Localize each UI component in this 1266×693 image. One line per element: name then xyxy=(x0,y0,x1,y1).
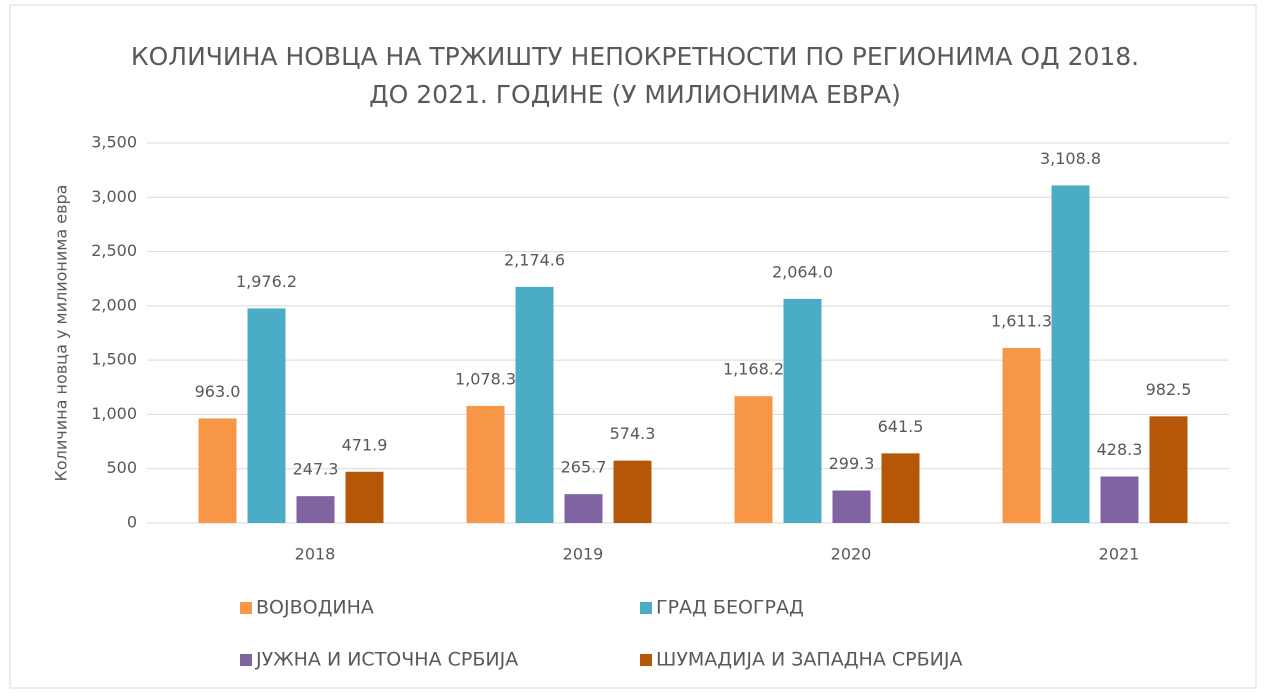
value-label: 641.5 xyxy=(878,417,924,436)
legend-label: ВОЈВОДИНА xyxy=(256,597,374,619)
value-label: 428.3 xyxy=(1097,440,1143,459)
y-tick-label: 1,000 xyxy=(91,404,137,423)
bar xyxy=(1149,416,1188,523)
bar xyxy=(734,396,773,523)
y-tick-label: 3,500 xyxy=(91,133,137,152)
value-label: 574.3 xyxy=(610,424,656,443)
x-tick-label: 2019 xyxy=(563,545,604,564)
legend-label: ШУМАДИЈА И ЗАПАДНА СРБИЈА xyxy=(656,649,962,671)
value-label: 265.7 xyxy=(561,458,607,477)
bar xyxy=(198,418,237,523)
y-tick-label: 2,500 xyxy=(91,241,137,260)
legend-swatch xyxy=(240,654,252,666)
bar xyxy=(247,308,286,523)
x-tick-label: 2018 xyxy=(295,545,336,564)
chart-frame xyxy=(9,4,1257,689)
y-tick-label: 0 xyxy=(127,513,137,532)
y-axis-label: Количина новца у милионима евра xyxy=(52,185,71,482)
value-label: 2,064.0 xyxy=(772,262,833,281)
x-tick-label: 2020 xyxy=(831,545,872,564)
value-label: 471.9 xyxy=(342,435,388,454)
value-label: 982.5 xyxy=(1146,380,1192,399)
bar xyxy=(1100,476,1139,523)
bar xyxy=(881,453,920,523)
y-tick-label: 1,500 xyxy=(91,350,137,369)
value-label: 2,174.6 xyxy=(504,250,565,269)
bar xyxy=(1051,185,1090,523)
value-label: 299.3 xyxy=(829,454,875,473)
bar xyxy=(345,471,384,523)
bar xyxy=(515,286,554,523)
bar xyxy=(466,405,505,523)
value-label: 963.0 xyxy=(195,382,241,401)
value-label: 1,168.2 xyxy=(723,360,784,379)
bar xyxy=(783,298,822,523)
y-tick-label: 3,000 xyxy=(91,187,137,206)
value-label: 1,078.3 xyxy=(455,369,516,388)
y-tick-label: 500 xyxy=(106,458,137,477)
bar xyxy=(613,460,652,523)
legend-label: ГРАД БЕОГРАД xyxy=(656,597,804,619)
bar xyxy=(296,496,335,523)
value-label: 247.3 xyxy=(293,460,339,479)
bar xyxy=(832,490,871,523)
legend-swatch xyxy=(640,654,652,666)
legend-label: ЈУЖНА И ИСТОЧНА СРБИЈА xyxy=(255,649,518,671)
value-label: 1,976.2 xyxy=(236,272,297,291)
legend-swatch xyxy=(640,602,652,614)
bar xyxy=(1002,348,1041,523)
value-label: 1,611.3 xyxy=(991,312,1052,331)
x-tick-label: 2021 xyxy=(1099,545,1140,564)
value-label: 3,108.8 xyxy=(1040,149,1101,168)
bar xyxy=(564,494,603,523)
y-tick-label: 2,000 xyxy=(91,295,137,314)
legend-swatch xyxy=(240,602,252,614)
chart-title: КОЛИЧИНА НОВЦА НА ТРЖИШТУ НЕПОКРЕТНОСТИ … xyxy=(130,42,1140,109)
